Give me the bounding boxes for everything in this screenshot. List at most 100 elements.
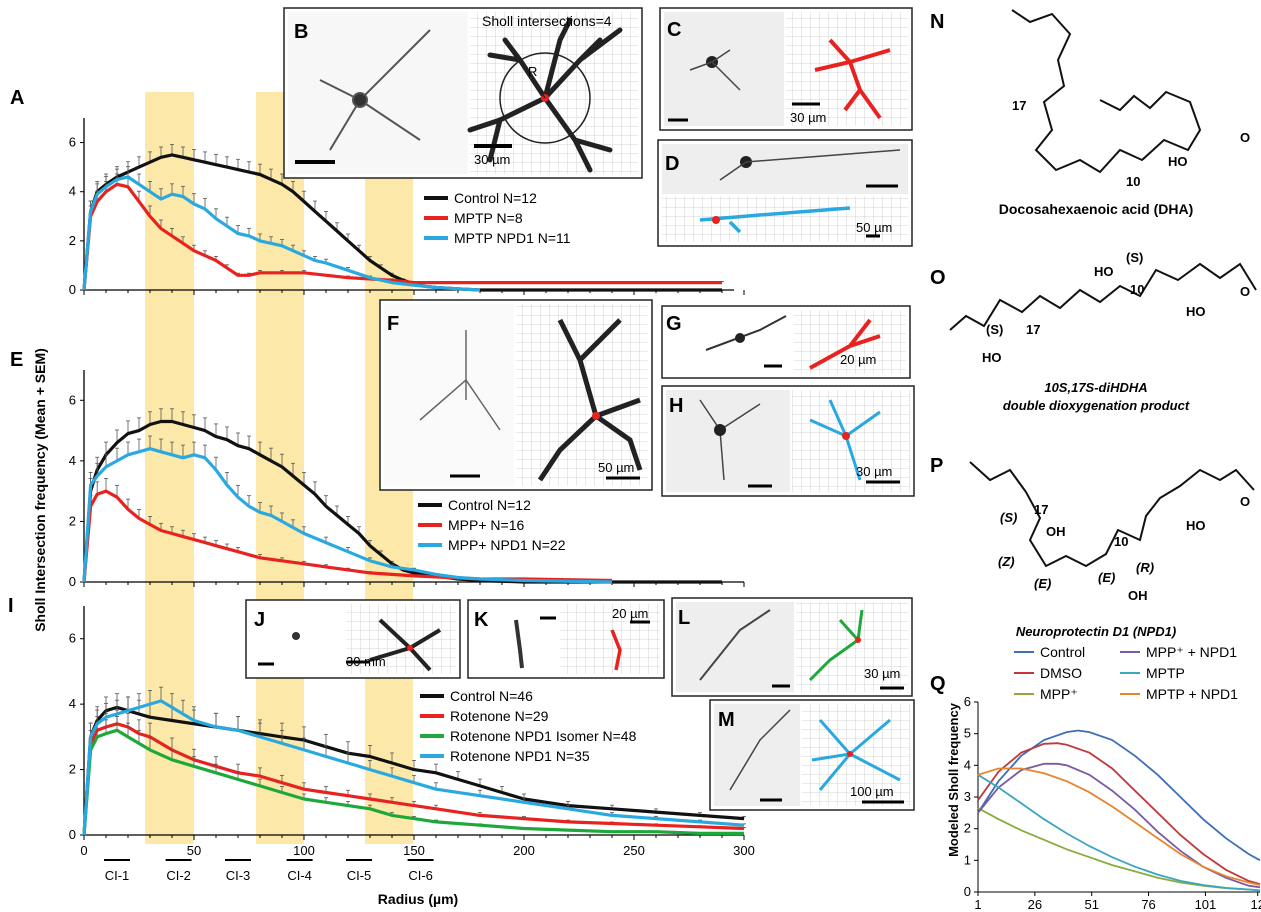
scale-k: 20 µm bbox=[612, 606, 648, 621]
panel-a-axes: 0 2 4 6 bbox=[69, 118, 745, 297]
series-line bbox=[82, 489, 613, 583]
q-x-tick-label: 76 bbox=[1141, 897, 1155, 912]
panel-letter-m: M bbox=[718, 709, 735, 731]
ci-label: CI-4 bbox=[287, 868, 312, 883]
scale-h: 30 µm bbox=[856, 464, 892, 479]
inset-c: C 30 µm bbox=[659, 7, 913, 131]
panel-letter-d: D bbox=[665, 153, 679, 175]
legend-label: Control N=12 bbox=[448, 497, 531, 513]
npd1-z: (Z) bbox=[998, 554, 1015, 569]
dihdha-ho3: HO bbox=[1186, 304, 1206, 319]
x-tick-label: 250 bbox=[623, 843, 645, 858]
chem-npd1: P (S) 17 OH (Z) (E) (E) 10 (R) OH HO O N… bbox=[930, 455, 1255, 639]
series-mptp-npd1-n-11 bbox=[82, 166, 481, 292]
y-tick-label: 2 bbox=[69, 513, 76, 528]
dha-ho: HO bbox=[1168, 154, 1188, 169]
q-y-tick-label: 5 bbox=[964, 726, 971, 741]
q-y-tick-label: 4 bbox=[964, 757, 971, 772]
dha-o: O bbox=[1240, 130, 1250, 145]
scale-m: 100 µm bbox=[850, 784, 894, 799]
npd1-r: (R) bbox=[1136, 560, 1154, 575]
q-y-tick-label: 2 bbox=[964, 821, 971, 836]
sholl-intersections-label: Sholl intersections=4 bbox=[482, 13, 612, 29]
legend-label: Rotenone NPD1 Isomer N=48 bbox=[450, 728, 637, 744]
panel-letter-p: P bbox=[930, 455, 943, 477]
series-line bbox=[82, 728, 744, 836]
npd1-e1: (E) bbox=[1034, 576, 1051, 591]
ci-label: CI-1 bbox=[105, 868, 130, 883]
series-control-n-12 bbox=[82, 408, 722, 584]
legend-label: MPP+ NPD1 N=22 bbox=[448, 537, 566, 553]
series-rotenone-npd1-n-35 bbox=[82, 686, 746, 836]
y-tick-label: 4 bbox=[69, 453, 76, 468]
ci-label: CI-3 bbox=[226, 868, 251, 883]
npd1-oh1: OH bbox=[1046, 524, 1066, 539]
inset-m: M 100 µm bbox=[709, 699, 915, 811]
y-tick-label: 2 bbox=[69, 762, 76, 777]
x-tick-label: 200 bbox=[513, 843, 535, 858]
x-tick-label: 150 bbox=[403, 843, 425, 858]
inset-h: H 30 µm bbox=[661, 385, 915, 497]
q-y-tick-label: 3 bbox=[964, 789, 971, 804]
panel-letter-j: J bbox=[254, 609, 265, 631]
dihdha-name1: 10S,17S-diHDHA bbox=[1044, 380, 1147, 395]
q-y-tick-label: 6 bbox=[964, 694, 971, 709]
legend-label: Rotenone N=29 bbox=[450, 708, 549, 724]
inset-k: K 20 µm bbox=[467, 599, 665, 679]
neuron-image-b bbox=[319, 29, 431, 151]
q-legend-label: MPTP + NPD1 bbox=[1146, 686, 1238, 702]
panel-letter-h: H bbox=[669, 395, 683, 417]
x-axis-title: Radius (µm) bbox=[378, 891, 458, 907]
legend-label: Rotenone NPD1 N=35 bbox=[450, 748, 590, 764]
dihdha-ho1: HO bbox=[1094, 264, 1114, 279]
y-tick-label: 4 bbox=[69, 696, 76, 711]
ci-labels: CI-1 CI-2 CI-3 CI-4 CI-5 CI-6 bbox=[104, 859, 434, 883]
q-legend-label: Control bbox=[1040, 644, 1085, 660]
inset-j: J 30 mm bbox=[245, 599, 461, 679]
y-tick-label: 6 bbox=[69, 631, 76, 646]
x-tick-label: 50 bbox=[187, 843, 201, 858]
inset-d: D 50 µm bbox=[657, 139, 913, 247]
legend-e: Control N=12 MPP+ N=16 MPP+ NPD1 N=22 bbox=[418, 497, 566, 553]
legend-i: Control N=46 Rotenone N=29 Rotenone NPD1 I… bbox=[420, 688, 637, 764]
dha-17: 17 bbox=[1012, 98, 1026, 113]
sholl-circle bbox=[499, 52, 591, 144]
panel-letter-c: C bbox=[667, 19, 681, 41]
ci-band-4 bbox=[256, 92, 304, 844]
q-y-tick-label: 1 bbox=[964, 852, 971, 867]
legend-label: MPP+ N=16 bbox=[448, 517, 524, 533]
scale-b: 30 µm bbox=[474, 152, 510, 167]
npd1-o: O bbox=[1240, 494, 1250, 509]
dihdha-10: 10 bbox=[1130, 282, 1144, 297]
dihdha-s2: (S) bbox=[986, 322, 1003, 337]
chem-dha: N 17 10 HO O Docosahexaenoic acid (DHA) bbox=[930, 9, 1250, 217]
npd1-e2: (E) bbox=[1098, 570, 1115, 585]
y-tick-label: 6 bbox=[69, 135, 76, 150]
dihdha-name2: double dioxygenation product bbox=[1003, 398, 1190, 413]
y-tick-label: 4 bbox=[69, 184, 76, 199]
panel-letter-n: N bbox=[930, 11, 944, 33]
series-mpp-npd1-n-22 bbox=[82, 435, 613, 584]
npd1-s: (S) bbox=[1000, 510, 1017, 525]
q-legend-label: MPP⁺ bbox=[1040, 686, 1078, 702]
q-series-line bbox=[977, 807, 1261, 892]
panel-letter-l: L bbox=[678, 607, 690, 629]
ci-label: CI-6 bbox=[408, 868, 433, 883]
inset-l: L 30 µm bbox=[671, 597, 913, 697]
chem-dihdha: O HO (S) 10 17 (S) HO HO O 10S,17S-diHDH… bbox=[930, 250, 1257, 413]
ci-band-2 bbox=[145, 92, 194, 844]
q-legend-label: DMSO bbox=[1040, 665, 1082, 681]
y-tick-label: 0 bbox=[69, 827, 76, 842]
legend-label: Control N=46 bbox=[450, 688, 533, 704]
x-tick-label: 100 bbox=[293, 843, 315, 858]
legend-a: Control N=12 MPTP N=8 MPTP NPD1 N=11 bbox=[424, 190, 571, 246]
q-x-tick-label: 26 bbox=[1028, 897, 1042, 912]
scale-d: 50 µm bbox=[856, 220, 892, 235]
inset-f: F 50 µm bbox=[379, 299, 653, 491]
q-series-line bbox=[977, 762, 1261, 889]
q-x-tick-label: 12 bbox=[1250, 897, 1261, 912]
q-legend-label: MPP⁺ + NPD1 bbox=[1146, 644, 1237, 660]
panel-i-axes: 0 2 4 6 0 50 100 150 200 250 300 bbox=[69, 606, 755, 858]
panel-letter-k: K bbox=[474, 609, 489, 631]
